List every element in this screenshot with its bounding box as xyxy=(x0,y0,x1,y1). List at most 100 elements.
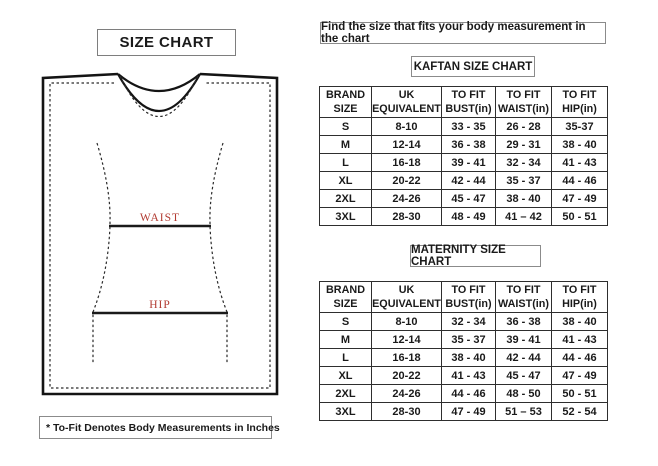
maternity-size-table: BRAND SIZE UK EQUIVALENT TO FIT BUST(in)… xyxy=(319,281,608,421)
size-cell: 47 - 49 xyxy=(551,366,608,385)
table-row: 2XL 24-26 44 - 46 48 - 50 50 - 51 xyxy=(319,384,608,403)
hip-label: HIP xyxy=(149,299,171,311)
size-cell: XL xyxy=(319,366,372,385)
column-header: TO FIT WAIST(in) xyxy=(495,281,552,313)
table-row: XL 20-22 41 - 43 45 - 47 47 - 49 xyxy=(319,366,608,385)
instruction-label: Find the size that fits your body measur… xyxy=(321,21,586,45)
table-row: 2XL 24-26 45 - 47 38 - 40 47 - 49 xyxy=(319,189,608,208)
size-cell: S xyxy=(319,312,372,331)
size-cell: 47 - 49 xyxy=(551,189,608,208)
size-cell: 48 - 50 xyxy=(495,384,552,403)
size-cell: 38 - 40 xyxy=(551,135,608,154)
size-cell: 51 – 53 xyxy=(495,402,552,421)
size-cell: 35 - 37 xyxy=(495,171,552,190)
column-header: TO FIT BUST(in) xyxy=(441,86,496,118)
garment-outline xyxy=(41,72,279,396)
kaftan-table-title: KAFTAN SIZE CHART xyxy=(411,56,535,77)
table-row: L 16-18 38 - 40 42 - 44 44 - 46 xyxy=(319,348,608,367)
size-cell: 42 - 44 xyxy=(495,348,552,367)
neckline-front-curve xyxy=(117,73,201,113)
kaftan-diagram: WAIST HIP xyxy=(41,72,279,396)
size-cell: 32 - 34 xyxy=(495,153,552,172)
column-header: UK EQUIVALENT xyxy=(371,281,442,313)
size-cell: 3XL xyxy=(319,402,372,421)
column-header: BRAND SIZE xyxy=(319,86,372,118)
size-cell: 26 - 28 xyxy=(495,117,552,136)
size-cell: 39 - 41 xyxy=(441,153,496,172)
size-cell: 28-30 xyxy=(371,207,442,226)
size-cell: 33 - 35 xyxy=(441,117,496,136)
table-header-row: BRAND SIZE UK EQUIVALENT TO FIT BUST(in)… xyxy=(319,86,608,118)
body-silhouette-left xyxy=(92,142,111,363)
size-cell: 38 - 40 xyxy=(495,189,552,208)
size-cell: 35-37 xyxy=(551,117,608,136)
size-cell: 8-10 xyxy=(371,312,442,331)
size-cell: 38 - 40 xyxy=(551,312,608,331)
footnote-label: * To-Fit Denotes Body Measurements in In… xyxy=(46,421,280,434)
size-cell: 41 - 43 xyxy=(551,153,608,172)
column-header: BRAND SIZE xyxy=(319,281,372,313)
size-cell: 44 - 46 xyxy=(551,348,608,367)
table-row: S 8-10 32 - 34 36 - 38 38 - 40 xyxy=(319,312,608,331)
size-cell: 8-10 xyxy=(371,117,442,136)
size-cell: 35 - 37 xyxy=(441,330,496,349)
column-header: UK EQUIVALENT xyxy=(371,86,442,118)
column-header: TO FIT HIP(in) xyxy=(551,86,608,118)
instruction-banner: Find the size that fits your body measur… xyxy=(320,21,606,45)
size-cell: 44 - 46 xyxy=(551,171,608,190)
size-cell: 24-26 xyxy=(371,189,442,208)
page-title-label: SIZE CHART xyxy=(119,34,214,51)
size-cell: 32 - 34 xyxy=(441,312,496,331)
size-cell: 50 - 51 xyxy=(551,384,608,403)
size-cell: M xyxy=(319,135,372,154)
size-cell: 47 - 49 xyxy=(441,402,496,421)
size-cell: L xyxy=(319,153,372,172)
neckline-back-curve xyxy=(117,73,201,93)
size-cell: 2XL xyxy=(319,384,372,403)
size-cell: 29 - 31 xyxy=(495,135,552,154)
size-cell: 45 - 47 xyxy=(441,189,496,208)
size-cell: 2XL xyxy=(319,189,372,208)
size-cell: 36 - 38 xyxy=(495,312,552,331)
waist-label: WAIST xyxy=(140,212,180,224)
table-row: S 8-10 33 - 35 26 - 28 35-37 xyxy=(319,117,608,136)
maternity-table-title-label: MATERNITY SIZE CHART xyxy=(411,244,506,268)
kaftan-size-table: BRAND SIZE UK EQUIVALENT TO FIT BUST(in)… xyxy=(319,86,608,226)
size-cell: 20-22 xyxy=(371,171,442,190)
size-cell: 41 - 43 xyxy=(551,330,608,349)
table-row: 3XL 28-30 48 - 49 41 – 42 50 - 51 xyxy=(319,207,608,226)
size-cell: 50 - 51 xyxy=(551,207,608,226)
size-cell: 16-18 xyxy=(371,153,442,172)
size-cell: S xyxy=(319,117,372,136)
size-cell: 12-14 xyxy=(371,330,442,349)
table-row: 3XL 28-30 47 - 49 51 – 53 52 - 54 xyxy=(319,402,608,421)
table-row: L 16-18 39 - 41 32 - 34 41 - 43 xyxy=(319,153,608,172)
column-header: TO FIT BUST(in) xyxy=(441,281,496,313)
size-cell: 36 - 38 xyxy=(441,135,496,154)
size-cell: 52 - 54 xyxy=(551,402,608,421)
size-cell: 16-18 xyxy=(371,348,442,367)
size-cell: 12-14 xyxy=(371,135,442,154)
column-header: TO FIT WAIST(in) xyxy=(495,86,552,118)
table-row: XL 20-22 42 - 44 35 - 37 44 - 46 xyxy=(319,171,608,190)
size-cell: L xyxy=(319,348,372,367)
size-cell: 41 – 42 xyxy=(495,207,552,226)
size-cell: XL xyxy=(319,171,372,190)
size-cell: 38 - 40 xyxy=(441,348,496,367)
size-cell: 42 - 44 xyxy=(441,171,496,190)
column-header: TO FIT HIP(in) xyxy=(551,281,608,313)
size-cell: 48 - 49 xyxy=(441,207,496,226)
size-cell: 24-26 xyxy=(371,384,442,403)
size-cell: 3XL xyxy=(319,207,372,226)
footnote: * To-Fit Denotes Body Measurements in In… xyxy=(39,416,280,439)
size-cell: 45 - 47 xyxy=(495,366,552,385)
page-title: SIZE CHART xyxy=(97,29,236,56)
kaftan-table-title-label: KAFTAN SIZE CHART xyxy=(413,60,533,73)
table-header-row: BRAND SIZE UK EQUIVALENT TO FIT BUST(in)… xyxy=(319,281,608,313)
body-silhouette-right xyxy=(209,142,228,363)
size-cell: M xyxy=(319,330,372,349)
size-cell: 20-22 xyxy=(371,366,442,385)
table-row: M 12-14 36 - 38 29 - 31 38 - 40 xyxy=(319,135,608,154)
size-cell: 44 - 46 xyxy=(441,384,496,403)
